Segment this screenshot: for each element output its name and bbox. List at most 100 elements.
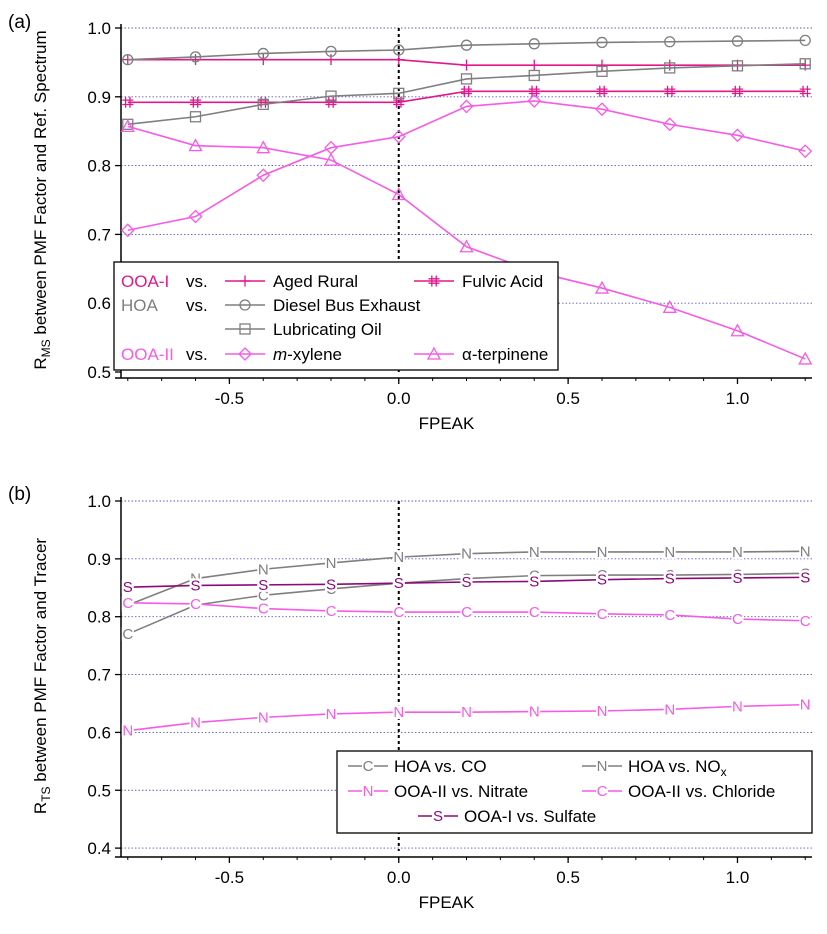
panel-a-data-point bbox=[528, 85, 540, 97]
svg-text:N: N bbox=[732, 698, 743, 715]
panel-a-data-point bbox=[325, 90, 337, 102]
panel-b-data-point: C bbox=[257, 601, 270, 618]
svg-text:N: N bbox=[122, 723, 133, 740]
legend-vs-label: vs. bbox=[186, 272, 208, 291]
svg-text:C: C bbox=[122, 626, 133, 643]
panel-a-data-point bbox=[122, 96, 134, 108]
panel-a-data-point bbox=[595, 102, 609, 117]
panel-a-data-point bbox=[188, 138, 203, 152]
panel-b-data-point: C bbox=[121, 626, 134, 643]
svg-text:N: N bbox=[597, 703, 608, 720]
panel-a-data-point bbox=[189, 111, 202, 123]
svg-text:S: S bbox=[326, 576, 336, 593]
legend-entry-label: OOA-I vs. Sulfate bbox=[464, 807, 596, 826]
svg-text:C: C bbox=[461, 604, 472, 621]
panel-b-data-point: S bbox=[799, 569, 812, 586]
legend-swatch-marker bbox=[239, 323, 251, 335]
panel-b-data-point: C bbox=[121, 595, 134, 612]
panel-b-data-point: S bbox=[731, 570, 744, 587]
legend-entry-label: Aged Rural bbox=[273, 272, 358, 291]
legend-entry-label: HOA vs. NOx bbox=[628, 757, 727, 779]
panel-a-data-point bbox=[528, 59, 540, 71]
svg-text:S: S bbox=[732, 570, 742, 587]
panel-b-data-point: S bbox=[189, 577, 202, 594]
panel-a-data-point bbox=[122, 53, 134, 66]
svg-text:N: N bbox=[732, 544, 743, 561]
svg-text:C: C bbox=[190, 596, 201, 613]
legend-box bbox=[113, 261, 559, 371]
panel-a-data-point bbox=[664, 85, 676, 97]
panel-b-data-point: C bbox=[799, 613, 812, 630]
panel-a-data-point bbox=[731, 85, 743, 97]
svg-text:S: S bbox=[665, 571, 675, 588]
panel-a-ytick-label: 1.0 bbox=[87, 19, 111, 38]
panel-a-ytick-label: 0.8 bbox=[87, 157, 111, 176]
panel-a-series-line bbox=[127, 62, 806, 126]
panel-b-data-point: S bbox=[663, 571, 676, 588]
panel-a-ytick-label: 0.9 bbox=[87, 88, 111, 107]
panel-a-data-point bbox=[664, 59, 676, 71]
panel-b-ytick-label: 0.5 bbox=[87, 781, 111, 800]
panel-b-data-point: N bbox=[799, 697, 812, 714]
svg-text:C: C bbox=[800, 613, 811, 630]
panel-a-data-point bbox=[596, 85, 608, 97]
panel-a-data-point bbox=[730, 128, 745, 143]
panel-b-data-point: N bbox=[731, 698, 744, 715]
legend-swatch-marker bbox=[428, 275, 440, 287]
svg-text:N: N bbox=[393, 549, 404, 566]
legend-entry-label: Diesel Bus Exhaust bbox=[273, 296, 421, 315]
panel-b-data-point: S bbox=[460, 574, 473, 591]
panel-a-data-point bbox=[460, 39, 473, 51]
panel-a-series-4 bbox=[120, 94, 813, 238]
panel-b-data-point: C bbox=[325, 603, 338, 620]
legend-entry-label: OOA-II vs. Nitrate bbox=[394, 782, 528, 801]
svg-text:C: C bbox=[664, 607, 675, 624]
legend-group-label: OOA-II bbox=[121, 345, 174, 364]
panel-a-data-point bbox=[799, 58, 811, 70]
panel-a-series-2 bbox=[122, 34, 811, 66]
panel-a-data-point bbox=[731, 35, 744, 47]
panel-a-data-point bbox=[662, 299, 677, 313]
panel-b-data-point: N bbox=[663, 544, 676, 561]
svg-text:N: N bbox=[800, 697, 811, 714]
panel-a-data-point bbox=[190, 96, 202, 108]
panel-a-data-point bbox=[798, 351, 813, 365]
panel-a-data-point bbox=[188, 209, 203, 224]
panel-a-ytick-label: 0.6 bbox=[87, 294, 111, 313]
svg-text:N: N bbox=[664, 701, 675, 718]
panel-a-data-point bbox=[664, 36, 676, 48]
panel-b-xlabel: FPEAK bbox=[419, 893, 475, 912]
panel-a-panel-label: (a) bbox=[8, 12, 31, 33]
panel-a-data-point bbox=[731, 60, 744, 72]
panel-b-xtick-label: 0.5 bbox=[556, 868, 580, 887]
svg-text:S: S bbox=[394, 575, 404, 592]
panel-b-data-point: N bbox=[325, 555, 338, 572]
panel-b-data-point: N bbox=[325, 706, 338, 723]
panel-a-data-point bbox=[461, 59, 472, 71]
panel-a-xtick-label: 1.0 bbox=[726, 389, 750, 408]
svg-text:N: N bbox=[326, 555, 337, 572]
panel-b-ylabel: RTS between PMF Factor and Tracer bbox=[31, 538, 53, 814]
svg-text:S: S bbox=[123, 579, 133, 596]
svg-text:S: S bbox=[800, 569, 810, 586]
svg-text:N: N bbox=[597, 758, 608, 775]
svg-text:N: N bbox=[393, 704, 404, 721]
panel-b-data-point: C bbox=[460, 604, 473, 621]
svg-text:S: S bbox=[529, 573, 539, 590]
panel-a-data-point bbox=[120, 119, 135, 133]
legend-group-label: OOA-I bbox=[121, 272, 169, 291]
panel-a-data-point bbox=[325, 96, 337, 108]
legend-swatch-marker bbox=[426, 346, 442, 360]
svg-text:C: C bbox=[732, 611, 743, 628]
panel-b-ytick-label: 0.8 bbox=[87, 608, 111, 627]
panel-a-data-point bbox=[391, 187, 406, 201]
legend-swatch-marker: N bbox=[362, 783, 374, 800]
legend-swatch-marker: N bbox=[596, 758, 608, 775]
panel-a: (a) 0.5 0.6 0.7 0.8 0.9 1.0 -0.5 0.0 0.5 1.0 FPEAK R… bbox=[8, 12, 813, 433]
panel-a-series-0 bbox=[122, 54, 811, 71]
svg-text:C: C bbox=[258, 601, 269, 618]
legend-swatch-marker: S bbox=[432, 808, 444, 825]
panel-a-data-point bbox=[120, 223, 135, 238]
panel-a-data-point bbox=[799, 85, 811, 97]
